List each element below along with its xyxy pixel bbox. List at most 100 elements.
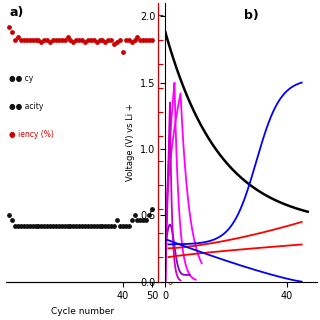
Point [123, 223, 128, 228]
Point [39, 39, 44, 44]
Point [132, 212, 137, 217]
Point [88, 37, 93, 42]
Point [106, 223, 111, 228]
Point [51, 37, 56, 42]
Point [91, 37, 96, 42]
Point [76, 37, 82, 42]
Point [21, 37, 27, 42]
Point [53, 37, 59, 42]
Point [141, 37, 146, 42]
Point [88, 223, 93, 228]
Point [30, 223, 35, 228]
Point [94, 39, 99, 44]
Point [12, 37, 18, 42]
Point [112, 42, 117, 47]
Point [144, 37, 149, 42]
Point [10, 30, 15, 35]
Point [7, 25, 12, 30]
Point [138, 218, 143, 223]
Point [149, 37, 155, 42]
Point [132, 37, 137, 42]
Y-axis label: Voltage (V) vs Li +: Voltage (V) vs Li + [126, 104, 135, 181]
Point [109, 223, 114, 228]
Point [7, 212, 12, 217]
Point [74, 37, 79, 42]
Point [85, 223, 91, 228]
Point [149, 207, 155, 212]
Point [33, 223, 38, 228]
Point [21, 223, 27, 228]
Point [68, 223, 73, 228]
Point [147, 212, 152, 217]
Point [112, 223, 117, 228]
Point [97, 37, 102, 42]
Point [39, 223, 44, 228]
Point [80, 37, 85, 42]
Point [135, 218, 140, 223]
Point [91, 223, 96, 228]
Point [71, 223, 76, 228]
Point [97, 223, 102, 228]
Point [59, 37, 64, 42]
Point [94, 223, 99, 228]
Point [85, 37, 91, 42]
Point [56, 223, 61, 228]
Point [144, 218, 149, 223]
Point [53, 223, 59, 228]
Point [24, 37, 29, 42]
Point [36, 37, 41, 42]
Point [42, 223, 47, 228]
Point [71, 39, 76, 44]
Point [47, 39, 52, 44]
Point [24, 223, 29, 228]
Point [106, 37, 111, 42]
Text: a): a) [9, 6, 24, 19]
Point [44, 37, 50, 42]
Text: b): b) [244, 9, 259, 22]
Point [117, 37, 123, 42]
Point [18, 223, 23, 228]
Text: ●● acity: ●● acity [9, 102, 44, 111]
Y-axis label: Colombic efficiency (%): Colombic efficiency (%) [188, 97, 197, 188]
Point [65, 35, 70, 40]
Point [117, 223, 123, 228]
Point [56, 37, 61, 42]
Point [126, 223, 131, 228]
Point [18, 37, 23, 42]
Point [15, 223, 20, 228]
Point [10, 218, 15, 223]
Point [15, 35, 20, 40]
Point [59, 223, 64, 228]
Point [100, 37, 105, 42]
Point [62, 223, 67, 228]
Point [120, 49, 125, 54]
Point [138, 37, 143, 42]
Point [30, 37, 35, 42]
Point [100, 223, 105, 228]
Point [27, 223, 32, 228]
Point [44, 223, 50, 228]
Point [123, 37, 128, 42]
Point [103, 223, 108, 228]
Point [129, 218, 134, 223]
Point [27, 37, 32, 42]
Point [51, 223, 56, 228]
Point [36, 223, 41, 228]
Point [129, 39, 134, 44]
Text: ●● cy: ●● cy [9, 74, 34, 83]
Point [115, 39, 120, 44]
Point [126, 37, 131, 42]
Point [74, 223, 79, 228]
Point [62, 37, 67, 42]
Point [83, 223, 88, 228]
Point [135, 35, 140, 40]
Point [12, 223, 18, 228]
Point [83, 39, 88, 44]
X-axis label: Cycle number: Cycle number [51, 307, 114, 316]
Point [120, 223, 125, 228]
Point [47, 223, 52, 228]
Point [103, 39, 108, 44]
Point [33, 37, 38, 42]
Text: ● iency (%): ● iency (%) [9, 130, 54, 139]
Point [147, 37, 152, 42]
